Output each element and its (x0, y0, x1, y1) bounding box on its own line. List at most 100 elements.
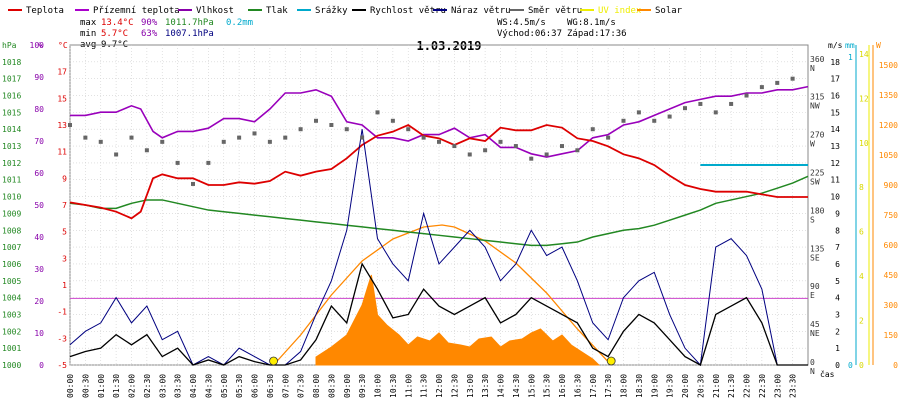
series-smer-vetru-point (560, 144, 564, 149)
y-tick-ms: 15 (830, 108, 840, 117)
y-tick-dir-label: N (810, 64, 815, 73)
legend-label: Srážky (315, 6, 348, 16)
y-tick-dir-label: S (810, 215, 815, 224)
x-tick-label: 07:30 (297, 374, 306, 398)
y-tick-pct: 10 (34, 329, 44, 338)
series-smer-vetru-point (775, 80, 780, 85)
y-tick-uv: 2 (859, 317, 864, 326)
stat-max-hum: 90% (141, 18, 158, 28)
x-tick-label: 11:00 (404, 374, 413, 398)
y-tick-ms: 2 (835, 327, 840, 336)
y-tick-ms: 5 (835, 277, 840, 286)
series-smer-vetru-point (452, 144, 457, 149)
y-tick-uv: 14 (859, 50, 869, 59)
stat-sunrise: Východ:06:37 (497, 29, 562, 39)
x-tick-label: 10:00 (374, 374, 383, 398)
y-tick-mm: 0 (848, 361, 853, 370)
x-tick-label: 09:30 (358, 374, 367, 398)
y-tick-mm: 1 (848, 53, 853, 62)
legend-label: Přízemní teplota (93, 6, 180, 16)
x-tick-label: 16:00 (558, 374, 567, 398)
series-smer-vetru-point (544, 152, 549, 157)
x-tick-label: 00:30 (81, 374, 90, 398)
y-tick-hpa: 1017 (2, 75, 21, 84)
y-tick-w: 750 (884, 211, 899, 220)
stat-sunset: Západ:17:36 (567, 29, 627, 39)
y-tick-dir-label: NE (810, 329, 820, 338)
x-tick-label: 08:30 (327, 374, 336, 398)
x-tick-label: 18:00 (620, 374, 629, 398)
y-tick-hpa: 1000 (2, 361, 21, 370)
series-smer-vetru-point (160, 139, 165, 144)
y-tick-dir: 0 (810, 358, 815, 367)
y-tick-uv: 4 (859, 272, 864, 281)
axis-unit-pct: % (38, 41, 43, 50)
x-tick-label: 15:30 (543, 374, 552, 398)
y-tick-degc: 11 (57, 148, 67, 157)
y-tick-ms: 11 (830, 176, 840, 185)
x-tick-label: 08:00 (312, 374, 321, 398)
y-tick-w: 1500 (879, 61, 898, 70)
series-solar-measured (315, 274, 601, 366)
y-tick-pct: 0 (39, 361, 44, 370)
series-smer-vetru-point (421, 135, 426, 140)
y-tick-degc: -5 (57, 361, 67, 370)
x-tick-label: 19:30 (666, 374, 675, 398)
series-smer-vetru-point (621, 118, 626, 123)
series-smer-vetru-point (437, 139, 441, 144)
x-tick-label: 04:00 (189, 374, 198, 398)
y-tick-hpa: 1018 (2, 58, 21, 67)
series-layer (68, 76, 809, 367)
x-tick-label: 15:00 (527, 374, 536, 398)
series-smer-vetru-point (406, 127, 411, 132)
series-smer-vetru-point (237, 135, 242, 140)
y-tick-hpa: 1002 (2, 327, 21, 336)
y-tick-hpa: 1007 (2, 243, 21, 252)
stat-ws: WS:4.5m/s (497, 18, 546, 28)
stat-min-label: min (80, 29, 96, 39)
series-smer-vetru-point (144, 148, 149, 153)
series-smer-vetru-point (744, 93, 749, 98)
y-tick-pct: 40 (34, 233, 44, 242)
y-tick-dir: 45 (810, 320, 820, 329)
series-tlak (69, 175, 809, 247)
x-tick-label: 22:00 (743, 374, 752, 398)
x-tick-label: 16:30 (573, 374, 582, 398)
y-tick-ms: 4 (835, 294, 840, 303)
axis-unit-w: W (876, 41, 881, 50)
y-tick-w: 300 (884, 301, 899, 310)
series-solar (273, 224, 612, 366)
x-axis-label: čas (820, 369, 835, 379)
y-tick-w: 600 (884, 241, 899, 250)
stat-min-hum: 63% (141, 29, 158, 39)
x-tick-label: 19:00 (650, 374, 659, 398)
x-tick-label: 13:00 (466, 374, 475, 398)
x-tick-label: 12:00 (435, 374, 444, 398)
y-tick-ms: 10 (830, 193, 840, 202)
series-smer-vetru-point (698, 101, 703, 106)
x-tick-label: 00:00 (66, 374, 75, 398)
series-smer-vetru-point (360, 135, 365, 140)
series-smer-vetru-point (729, 101, 734, 106)
x-tick-label: 21:30 (727, 374, 736, 398)
axes-layer: 00:00 00:30 01:00 01:30 02:00 02:30 03:00 03:30… (2, 41, 898, 398)
series-smer-vetru-point (267, 139, 272, 144)
y-tick-dir: 360 (810, 55, 825, 64)
y-tick-dir: 315 (810, 93, 825, 102)
legend-label: Tlak (266, 6, 288, 16)
sun-marker (269, 356, 278, 366)
series-smer-vetru-point (498, 139, 503, 144)
y-tick-uv: 0 (859, 361, 864, 370)
x-tick-label: 04:30 (204, 374, 213, 398)
y-tick-ms: 9 (835, 209, 840, 218)
y-tick-w: 900 (884, 181, 899, 190)
stat-max-label: max (80, 18, 97, 28)
y-tick-hpa: 1009 (2, 209, 21, 218)
y-tick-dir: 225 (810, 169, 825, 178)
y-tick-degc: 15 (57, 94, 67, 103)
x-tick-label: 03:00 (158, 374, 167, 398)
y-tick-pct: 100 (30, 41, 45, 50)
series-smer-vetru-point (252, 131, 257, 136)
